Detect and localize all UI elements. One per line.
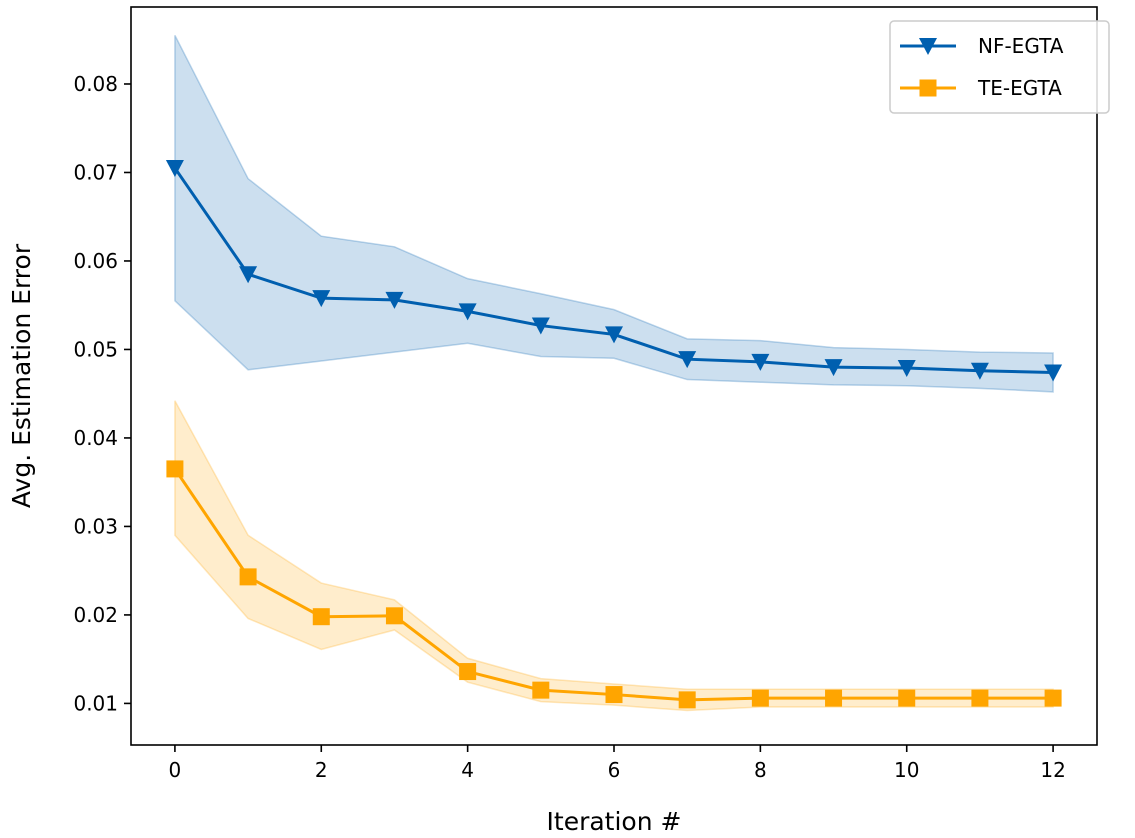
y-tick-label: 0.06	[73, 249, 118, 273]
nf-egta-point	[312, 290, 331, 308]
nf-egta-point	[751, 353, 770, 371]
te-egta-band	[174, 400, 1054, 712]
nf-egta-point	[458, 303, 477, 321]
nf-egta-point	[385, 291, 404, 309]
nf-egta-point	[165, 160, 184, 178]
x-tick-label: 0	[169, 758, 182, 782]
te-egta-point	[605, 686, 623, 704]
legend-label-te-egta: TE-EGTA	[977, 76, 1062, 100]
nf-egta-point	[239, 266, 258, 284]
x-tick-label: 10	[894, 758, 919, 782]
nf-egta-point	[531, 317, 550, 335]
legend: NF-EGTA TE-EGTA	[889, 20, 1110, 114]
y-axis-ticks: 0.01 0.02 0.03 0.04 0.05 0.06 0.07 0.08	[73, 72, 131, 715]
te-egta-point	[459, 663, 477, 681]
x-tick-label: 2	[315, 758, 328, 782]
te-egta-point	[825, 689, 843, 707]
nf-egta-point	[1044, 364, 1063, 382]
te-egta-point	[898, 689, 916, 707]
x-tick-label: 8	[754, 758, 767, 782]
y-tick-label: 0.01	[73, 691, 118, 715]
y-tick-label: 0.03	[73, 514, 118, 538]
x-axis-label: Iteration #	[547, 807, 682, 836]
nf-egta-point	[678, 351, 697, 369]
te-egta-point	[312, 608, 330, 626]
legend-marker-te-egta	[919, 79, 937, 97]
te-egta-point	[751, 689, 769, 707]
y-tick-label: 0.07	[73, 160, 118, 184]
x-tick-label: 12	[1040, 758, 1065, 782]
x-axis-ticks: 0 2 4 6 8 10 12	[169, 745, 1066, 782]
legend-marker-nf-egta	[919, 38, 937, 55]
nf-egta-point	[824, 359, 843, 377]
y-tick-label: 0.04	[73, 426, 118, 450]
te-egta-point	[1044, 689, 1062, 707]
nf-egta-point	[897, 360, 916, 378]
te-egta-point	[532, 681, 550, 699]
te-egta-point	[385, 607, 403, 625]
x-tick-label: 4	[461, 758, 474, 782]
te-egta-point	[166, 460, 184, 478]
legend-box	[889, 20, 1110, 114]
te-egta-point	[971, 689, 989, 707]
te-egta-point	[239, 568, 257, 586]
y-tick-label: 0.05	[73, 337, 118, 361]
te-egta-point	[678, 691, 696, 709]
nf-egta-point	[970, 362, 989, 380]
y-tick-label: 0.08	[73, 72, 118, 96]
x-tick-label: 6	[608, 758, 621, 782]
series-markers	[165, 160, 1063, 709]
nf-egta-point	[605, 326, 623, 344]
y-tick-label: 0.02	[73, 603, 118, 627]
y-axis-label: Avg. Estimation Error	[7, 243, 36, 508]
legend-label-nf-egta: NF-EGTA	[978, 34, 1064, 58]
